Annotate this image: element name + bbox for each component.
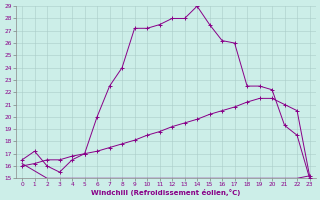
X-axis label: Windchill (Refroidissement éolien,°C): Windchill (Refroidissement éolien,°C) xyxy=(91,189,241,196)
